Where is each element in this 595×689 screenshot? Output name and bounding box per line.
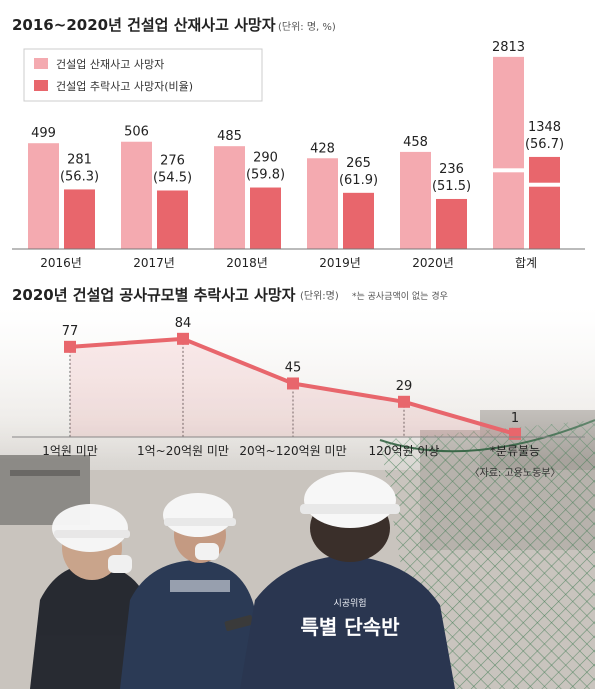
bar-total-1 bbox=[121, 141, 152, 249]
legend-swatch-total bbox=[34, 58, 48, 69]
bar-fall-label-3: 265 bbox=[346, 156, 371, 171]
line-value-0: 77 bbox=[62, 324, 79, 339]
bar-total-label-4: 458 bbox=[403, 135, 428, 150]
bar-total-0 bbox=[28, 143, 59, 249]
axis-break-total bbox=[491, 168, 526, 173]
bar-total-label-5: 2813 bbox=[492, 40, 525, 55]
line-tick-2: 20억~120억원 미만 bbox=[239, 444, 346, 458]
bar-total-label-0: 499 bbox=[31, 126, 56, 141]
line-value-3: 29 bbox=[396, 379, 413, 394]
bar-ratio-label-5: (56.7) bbox=[525, 137, 564, 152]
bar-ratio-label-2: (59.8) bbox=[246, 168, 285, 183]
bar-tick-0: 2016년 bbox=[40, 256, 82, 270]
line-chart-note: *는 공사금액이 없는 경우 bbox=[352, 290, 448, 302]
line-x-ticks: 1억원 미만 1억~20억원 미만 20억~120억원 미만 120억원 이상 *분류불… bbox=[42, 444, 540, 458]
vest-badge: 시공위험 bbox=[333, 598, 366, 609]
line-chart-title: 2020년 건설업 공사규모별 추락사고 사망자 bbox=[12, 286, 296, 304]
bar-tick-1: 2017년 bbox=[133, 256, 175, 270]
bar-tick-3: 2019년 bbox=[319, 256, 361, 270]
bar-fall-label-5: 1348 bbox=[528, 120, 561, 135]
line-tick-3: 120억원 이상 bbox=[369, 444, 440, 458]
line-chart: 2020년 건설업 공사규모별 추락사고 사망자 (단위:명) *는 공사금액이… bbox=[12, 286, 585, 479]
bar-fall-1 bbox=[157, 190, 188, 249]
bar-fall-5 bbox=[529, 156, 560, 249]
line-chart-unit: (단위:명) bbox=[300, 289, 339, 302]
legend-swatch-fall bbox=[34, 80, 48, 91]
bar-fall-label-4: 236 bbox=[439, 162, 464, 177]
legend-label-total: 건설업 산재사고 사망자 bbox=[56, 58, 164, 71]
bar-total-label-1: 506 bbox=[124, 125, 149, 140]
bar-fall-label-0: 281 bbox=[67, 152, 92, 167]
bar-fall-label-1: 276 bbox=[160, 153, 185, 168]
line-point-4 bbox=[509, 427, 521, 440]
legend: 건설업 산재사고 사망자 건설업 추락사고 사망자(비율) bbox=[23, 48, 263, 102]
legend-box bbox=[23, 48, 263, 102]
line-point-2 bbox=[287, 377, 299, 390]
legend-label-fall: 건설업 추락사고 사망자(비율) bbox=[56, 80, 193, 93]
bar-fall-0 bbox=[64, 189, 95, 249]
bar-fall-label-2: 290 bbox=[253, 151, 278, 166]
vest-text: 특별 단속반 bbox=[301, 615, 401, 639]
bar-x-ticks: 2016년 2017년 2018년 2019년 2020년 합계 bbox=[40, 256, 537, 270]
bar-tick-4: 2020년 bbox=[412, 256, 454, 270]
line-tick-4: *분류불능 bbox=[490, 444, 540, 458]
line-point-3 bbox=[398, 395, 410, 408]
bar-marks: 499 281 (56.3) 506 276 (54.5) 485 290 (59.8) 428 2… bbox=[28, 40, 564, 249]
line-value-2: 45 bbox=[285, 360, 302, 375]
line-tick-0: 1억원 미만 bbox=[42, 444, 98, 458]
bar-chart-unit: (단위: 명, %) bbox=[278, 20, 336, 33]
axis-break-fall bbox=[527, 182, 562, 187]
bar-total-label-3: 428 bbox=[310, 141, 335, 156]
bar-total-2 bbox=[214, 146, 245, 249]
bar-ratio-label-1: (54.5) bbox=[153, 170, 192, 185]
source-note: 〈자료: 고용노동부〉 bbox=[470, 467, 561, 479]
line-value-1: 84 bbox=[175, 316, 192, 331]
bar-tick-5: 합계 bbox=[515, 256, 537, 270]
bar-fall-4 bbox=[436, 198, 467, 249]
bar-chart: 2016~2020년 건설업 산재사고 사망자 (단위: 명, %) 건설업 산… bbox=[12, 16, 585, 270]
bar-ratio-label-3: (61.9) bbox=[339, 173, 378, 188]
bar-fall-3 bbox=[343, 192, 374, 249]
bar-fall-2 bbox=[250, 187, 281, 249]
bar-total-5 bbox=[493, 56, 524, 249]
bar-tick-2: 2018년 bbox=[226, 256, 268, 270]
bar-total-label-2: 485 bbox=[217, 129, 242, 144]
bar-chart-title: 2016~2020년 건설업 산재사고 사망자 bbox=[12, 16, 276, 34]
line-point-1 bbox=[177, 332, 189, 345]
bar-total-4 bbox=[400, 151, 431, 249]
line-tick-1: 1억~20억원 미만 bbox=[137, 444, 229, 458]
worker-right bbox=[240, 472, 455, 689]
line-point-0 bbox=[64, 340, 76, 353]
bar-ratio-label-4: (51.5) bbox=[432, 179, 471, 194]
line-marks: 77 84 45 29 1 bbox=[62, 316, 521, 440]
bar-total-3 bbox=[307, 158, 338, 249]
worker-middle bbox=[120, 493, 265, 689]
bar-ratio-label-0: (56.3) bbox=[60, 169, 99, 184]
line-value-4: 1 bbox=[511, 411, 519, 426]
